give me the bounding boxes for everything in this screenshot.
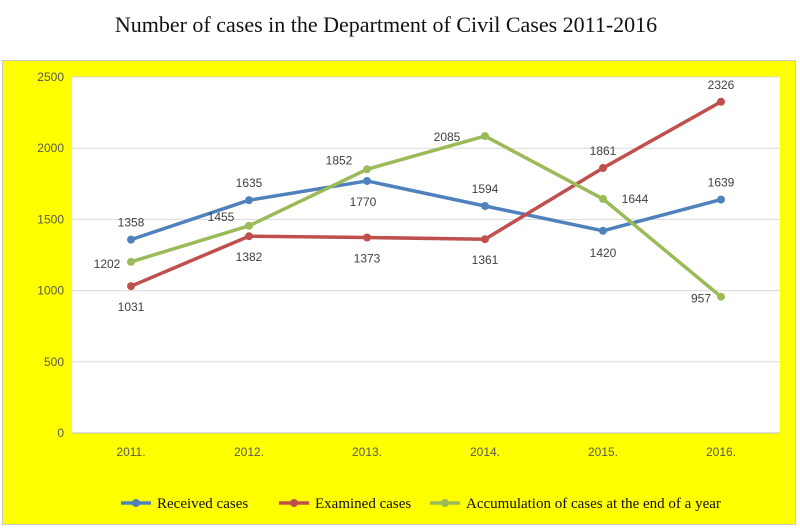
data-point: [599, 227, 607, 235]
data-point: [127, 282, 135, 290]
legend-marker: [132, 499, 140, 507]
data-label: 1770: [350, 195, 377, 209]
data-point: [127, 258, 135, 266]
legend: Received cases Examined cases Accumulation…: [121, 496, 721, 512]
data-label: 1031: [118, 300, 145, 314]
data-label: 1358: [118, 216, 145, 230]
data-label: 1639: [708, 176, 735, 190]
data-label: 1861: [590, 144, 617, 158]
data-point: [717, 196, 725, 204]
data-label: 2085: [434, 130, 461, 144]
y-tick-label: 0: [57, 426, 64, 440]
y-tick-label: 2000: [37, 141, 64, 155]
plot-area: [72, 77, 780, 433]
data-point: [363, 233, 371, 241]
data-point: [717, 98, 725, 106]
legend-label: Received cases: [157, 496, 248, 512]
x-tick-label: 2013.: [352, 445, 382, 459]
chart-title: Number of cases in the Department of Civ…: [0, 12, 772, 38]
data-point: [245, 222, 253, 230]
y-tick-label: 1000: [37, 284, 64, 298]
data-point: [481, 235, 489, 243]
data-point: [363, 165, 371, 173]
data-label: 1852: [326, 153, 353, 167]
y-tick-label: 1500: [37, 212, 64, 226]
data-label: 1594: [472, 182, 499, 196]
data-label: 1373: [354, 251, 381, 265]
y-tick-label: 2500: [37, 70, 64, 84]
data-point: [363, 177, 371, 185]
data-label: 1202: [94, 257, 121, 271]
data-point: [481, 132, 489, 140]
data-point: [245, 232, 253, 240]
data-point: [599, 195, 607, 203]
chart-area[interactable]: 0 500 1000 1500 2000 2500 2011. 2012. 2013. 2014…: [2, 60, 796, 525]
x-axis-tick-labels: 2011. 2012. 2013. 2014. 2015. 2016.: [116, 445, 736, 459]
y-axis-tick-labels: 0 500 1000 1500 2000 2500: [37, 70, 64, 440]
legend-marker: [290, 499, 298, 507]
data-point: [481, 202, 489, 210]
data-point: [599, 164, 607, 172]
data-label: 1361: [472, 253, 499, 267]
data-label: 1382: [236, 250, 263, 264]
x-tick-label: 2014.: [470, 445, 500, 459]
y-tick-label: 500: [44, 355, 64, 369]
data-point: [127, 236, 135, 244]
data-label: 957: [691, 292, 711, 306]
data-label: 1455: [208, 210, 235, 224]
x-tick-label: 2016.: [706, 445, 736, 459]
data-label: 1635: [236, 176, 263, 190]
x-tick-label: 2015.: [588, 445, 618, 459]
legend-marker: [441, 499, 449, 507]
data-label: 1644: [622, 192, 649, 206]
data-label: 1420: [590, 246, 617, 260]
x-tick-label: 2012.: [234, 445, 264, 459]
data-point: [245, 196, 253, 204]
legend-label: Examined cases: [315, 496, 411, 512]
data-point: [717, 293, 725, 301]
data-label: 2326: [708, 78, 735, 92]
x-tick-label: 2011.: [116, 445, 145, 459]
line-chart: 0 500 1000 1500 2000 2500 2011. 2012. 2013. 2014…: [3, 61, 797, 526]
legend-label: Accumulation of cases at the end of a ye…: [466, 496, 721, 512]
